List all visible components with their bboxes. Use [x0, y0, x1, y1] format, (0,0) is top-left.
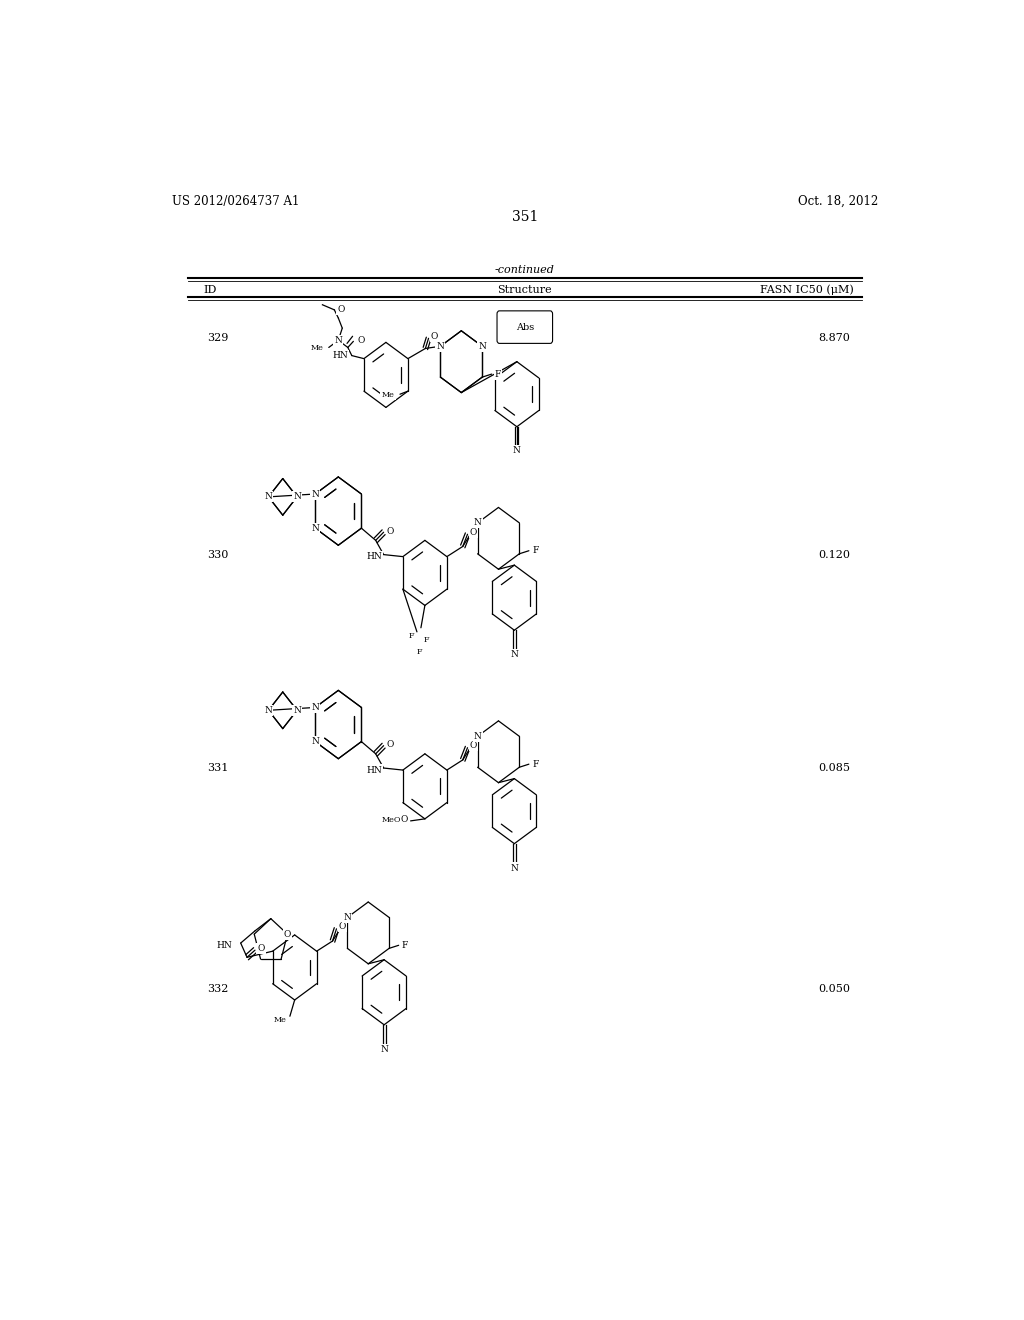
- Text: -continued: -continued: [495, 265, 555, 275]
- Text: HN: HN: [216, 941, 232, 949]
- Text: N: N: [510, 863, 518, 873]
- Text: Abs: Abs: [516, 322, 534, 331]
- Text: Oct. 18, 2012: Oct. 18, 2012: [798, 194, 878, 207]
- Text: N: N: [343, 913, 351, 921]
- Text: N: N: [474, 731, 481, 741]
- Text: N: N: [293, 706, 301, 715]
- Text: O: O: [470, 528, 477, 537]
- Text: 332: 332: [207, 983, 228, 994]
- Text: O: O: [338, 305, 345, 314]
- Text: F: F: [424, 636, 430, 644]
- Text: O: O: [339, 923, 346, 932]
- Text: 331: 331: [207, 763, 228, 774]
- Text: HN: HN: [332, 351, 348, 360]
- Text: O: O: [387, 741, 394, 750]
- Text: US 2012/0264737 A1: US 2012/0264737 A1: [172, 194, 299, 207]
- Text: MeO: MeO: [382, 816, 401, 824]
- Text: HN: HN: [367, 552, 382, 561]
- Text: 329: 329: [207, 334, 228, 343]
- Text: Structure: Structure: [498, 285, 552, 294]
- Text: O: O: [387, 527, 394, 536]
- Text: F: F: [495, 370, 502, 379]
- Text: 0.120: 0.120: [818, 550, 850, 560]
- Text: N: N: [478, 342, 486, 351]
- Text: Me: Me: [273, 1016, 287, 1024]
- Text: 351: 351: [512, 210, 538, 224]
- Text: 330: 330: [207, 550, 228, 560]
- Text: FASN IC50 (μM): FASN IC50 (μM): [761, 284, 854, 294]
- Text: N: N: [335, 335, 342, 345]
- Text: 0.050: 0.050: [818, 983, 850, 994]
- Text: ID: ID: [204, 285, 217, 294]
- Text: 0.085: 0.085: [818, 763, 850, 774]
- Text: N: N: [311, 704, 319, 711]
- Text: N: N: [380, 1044, 388, 1053]
- Text: N: N: [264, 706, 272, 715]
- Text: F: F: [532, 546, 539, 556]
- Text: HN: HN: [367, 766, 382, 775]
- Text: F: F: [532, 760, 539, 768]
- Text: N: N: [311, 490, 319, 499]
- Text: 8.870: 8.870: [818, 334, 850, 343]
- Text: F: F: [409, 632, 415, 640]
- Text: O: O: [257, 944, 265, 953]
- Text: O: O: [357, 335, 365, 345]
- Text: Me: Me: [382, 391, 394, 399]
- Text: O: O: [284, 929, 291, 939]
- Text: N: N: [474, 519, 481, 528]
- Text: N: N: [510, 651, 518, 659]
- Text: O: O: [470, 741, 477, 750]
- FancyBboxPatch shape: [497, 312, 553, 343]
- Text: O: O: [431, 331, 438, 341]
- Text: N: N: [436, 342, 444, 351]
- Text: F: F: [417, 648, 422, 656]
- Text: N: N: [311, 737, 319, 746]
- Text: N: N: [513, 446, 521, 454]
- Text: Me: Me: [311, 345, 324, 352]
- Text: F: F: [401, 941, 409, 950]
- Text: N: N: [311, 524, 319, 533]
- Text: N: N: [264, 492, 272, 502]
- Text: N: N: [293, 492, 301, 502]
- Text: O: O: [400, 816, 408, 825]
